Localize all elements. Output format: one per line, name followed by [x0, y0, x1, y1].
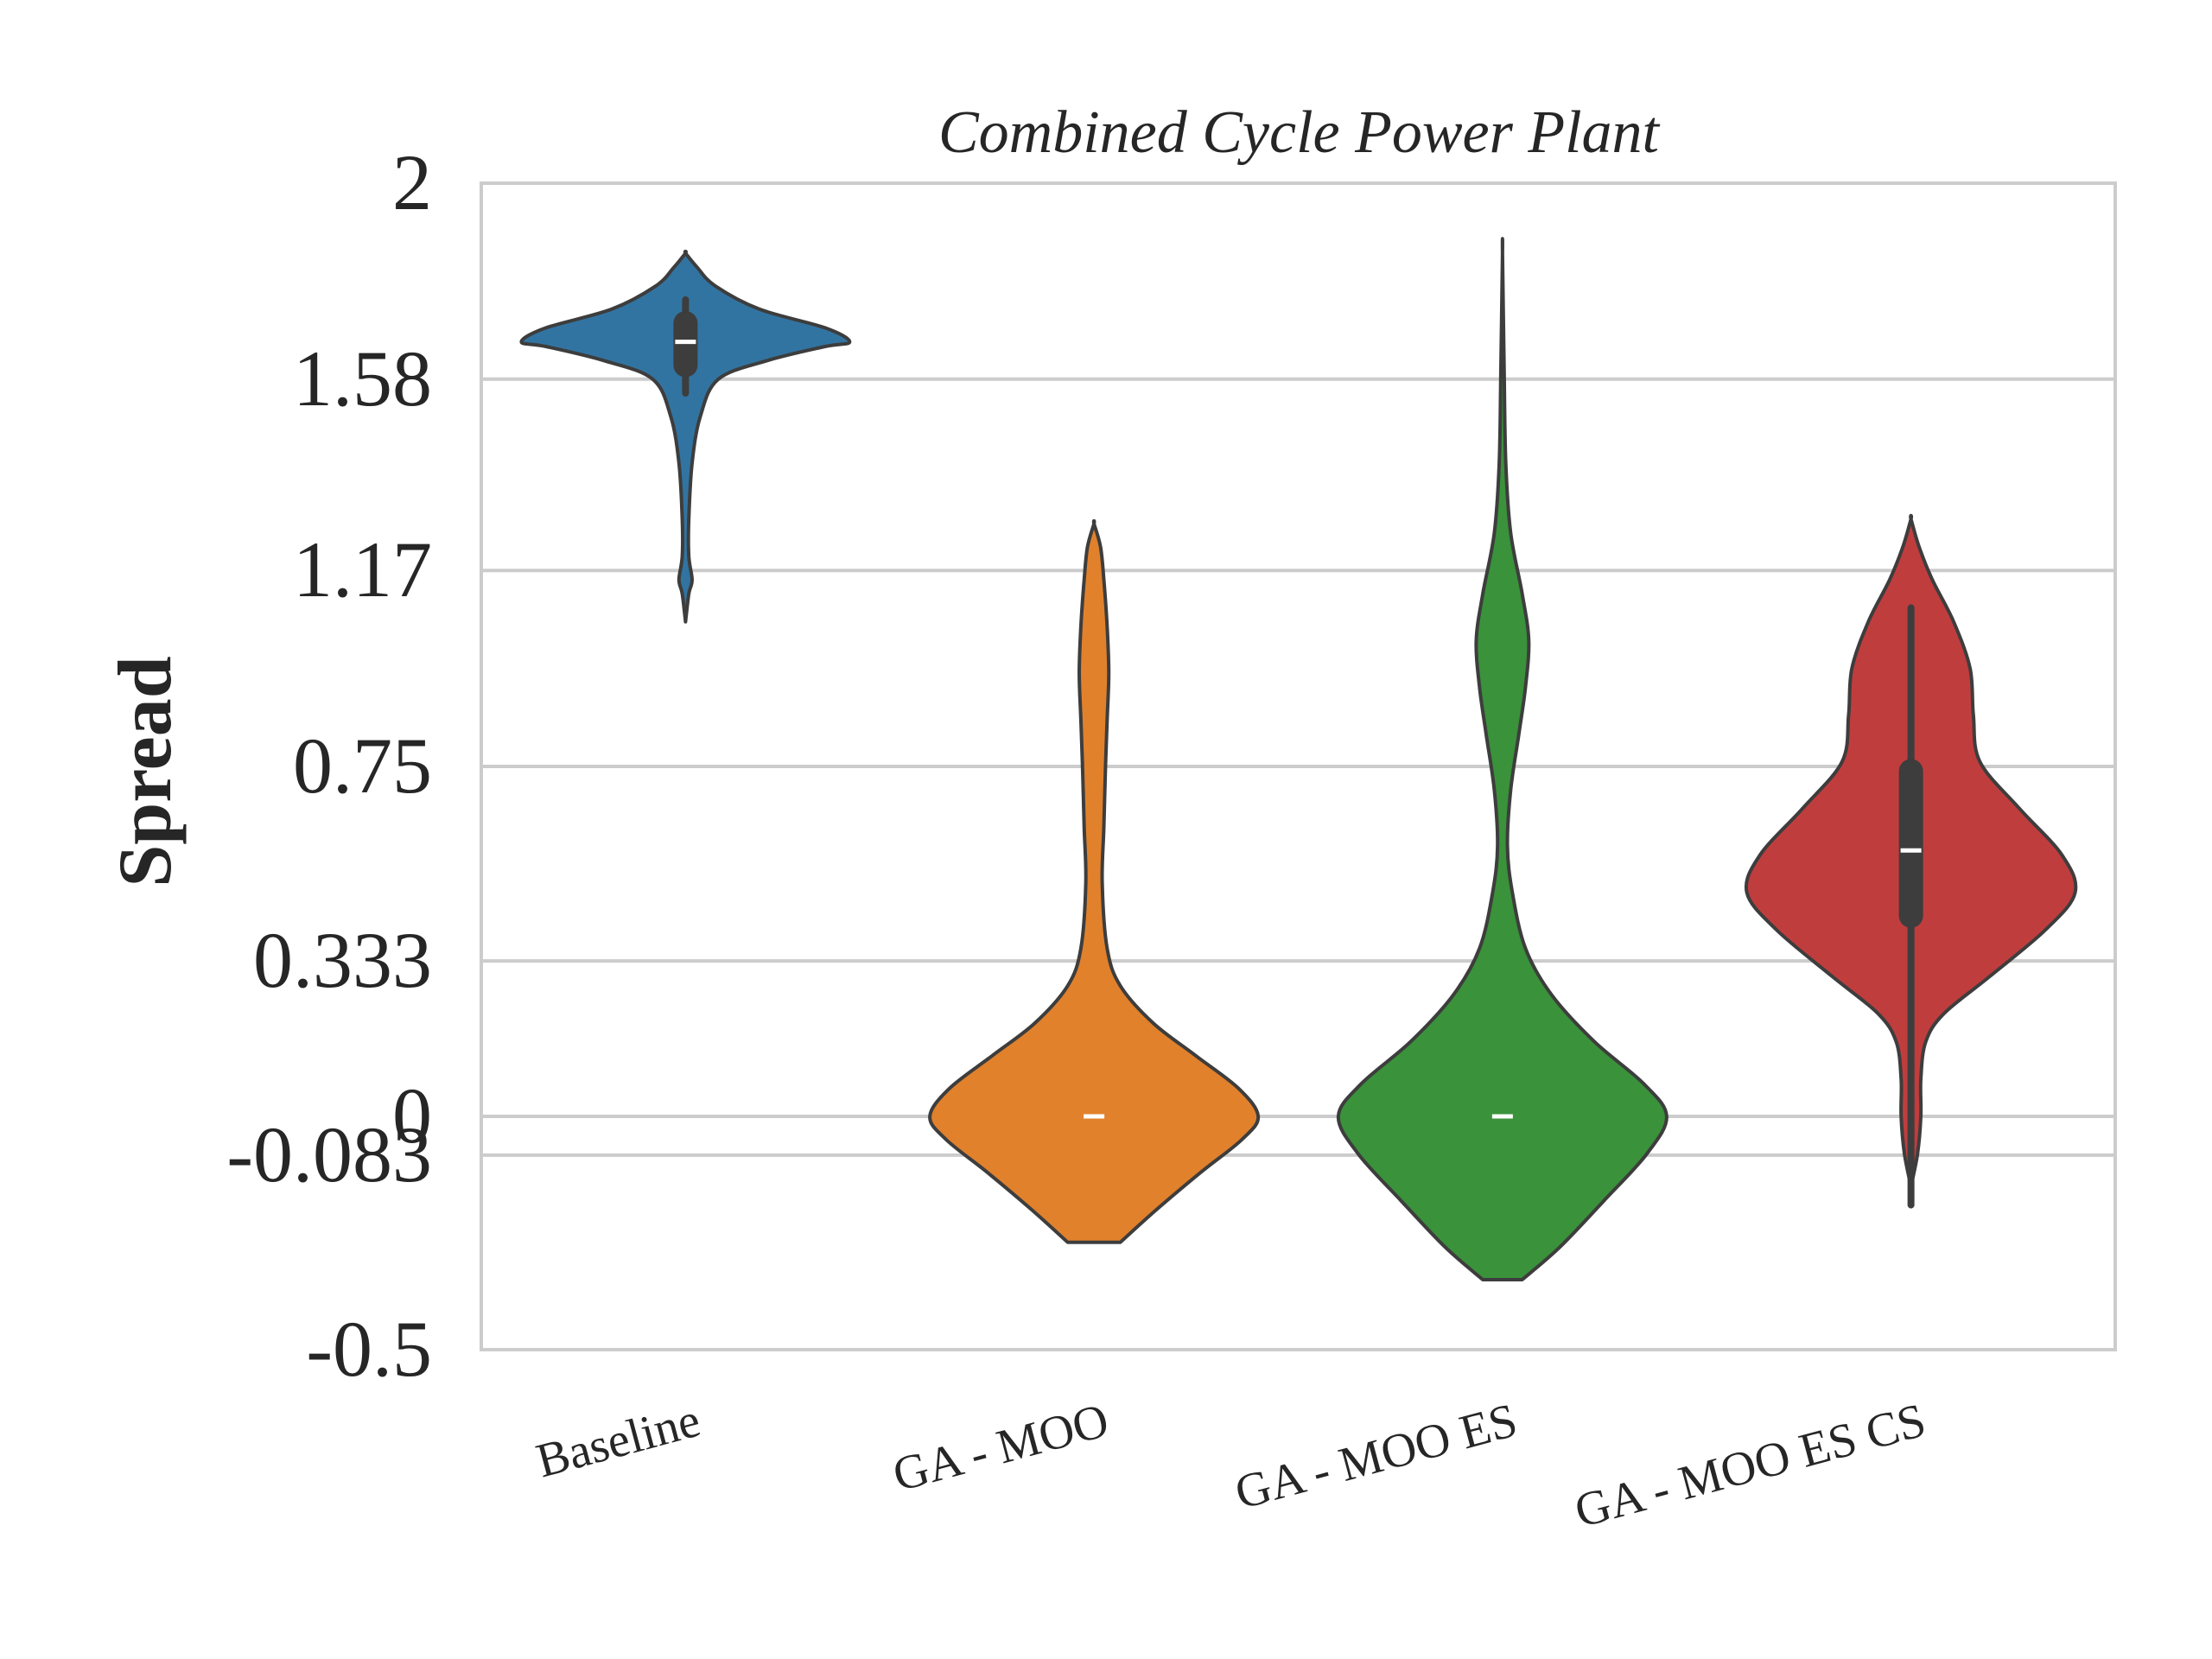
y-tick-label: -0.083 [226, 1110, 432, 1198]
y-tick-label: 0.75 [293, 721, 432, 810]
violins [519, 237, 2078, 1281]
violin-3 [1336, 237, 1669, 1281]
x-tick-label: Baseline [531, 1394, 705, 1489]
y-tick-labels: 2 1.58 1.17 0.75 0.333 0-0.083 -0.5 [226, 138, 432, 1393]
y-axis-label: Spread [104, 656, 188, 887]
y-tick-label: 0.333 [253, 916, 432, 1004]
x-tick-labels: Baseline GA - MOO GA - MOO ES GA - MOO ES C… [531, 1394, 1931, 1539]
y-tick-label: 2 [392, 138, 432, 226]
chart-title: Combined Cycle Power Plant [938, 99, 1661, 166]
gridlines [481, 377, 2115, 1157]
x-tick-label: GA - MOO ES [1230, 1394, 1522, 1520]
y-tick-label: -0.5 [306, 1305, 432, 1393]
y-tick-label: 0 [392, 1071, 432, 1160]
y-tick-label: 1.58 [293, 334, 432, 423]
x-tick-label: GA - MOO [887, 1394, 1114, 1503]
y-tick-label: 1.17 [293, 525, 432, 613]
x-tick-label: GA - MOO ES CS [1569, 1394, 1931, 1539]
plot-frame [480, 181, 2117, 1351]
violin-2 [928, 518, 1261, 1244]
violin-1 [519, 250, 852, 624]
